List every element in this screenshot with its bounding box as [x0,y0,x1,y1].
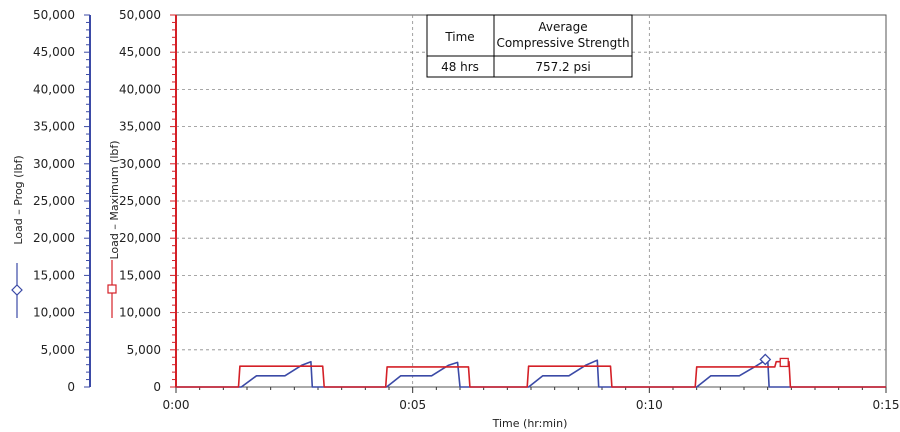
info-table-cell-strength: 757.2 psi [535,60,590,74]
prog-y-tick-label: 20,000 [33,231,75,245]
prog-y-axis: 0 5,000 10,000 15,000 20,000 25,000 30,000 35,0… [33,8,91,394]
info-table-header-time: Time [444,30,474,44]
max-y-tick-label: 35,000 [119,120,161,134]
series-line-max-load [176,360,886,388]
legend-prog-load: Load – Prog (lbf) [11,155,25,318]
prog-y-tick-label: 40,000 [33,82,75,96]
prog-y-tick-label: 10,000 [33,306,75,320]
x-axis-title: Time (hr:min) [492,417,568,430]
max-y-axis: 0 5,000 10,000 15,000 20,000 25,000 30,000 35,0… [119,8,177,394]
max-y-tick-label: 20,000 [119,231,161,245]
max-y-tick-label: 25,000 [119,194,161,208]
x-tick-label: 0:00 [163,398,190,412]
x-tick-label: 0:10 [636,398,663,412]
prog-axis-title: Load – Prog (lbf) [12,155,25,244]
info-table-header-average: Average [538,20,587,34]
series-layer [176,353,886,388]
x-tick-label: 0:15 [873,398,900,412]
info-table: Time Average Compressive Strength 48 hrs… [426,14,633,78]
max-y-tick-label: 30,000 [119,157,161,171]
series-marker-square [779,357,789,368]
x-axis: 0:00 0:05 0:10 0:15 [163,387,900,412]
prog-y-tick-label: 35,000 [33,120,75,134]
prog-y-tick-label: 50,000 [33,8,75,22]
max-y-tick-label: 10,000 [119,306,161,320]
legend-max-square-icon [107,284,117,294]
prog-y-tick-label: 25,000 [33,194,75,208]
series-marker-diamond [759,353,772,366]
max-axis-title: Load – Maximum (lbf) [108,140,121,259]
x-tick-label: 0:05 [399,398,426,412]
max-y-tick-label: 45,000 [119,45,161,59]
max-y-tick-label: 5,000 [127,343,161,357]
info-table-cell-time: 48 hrs [441,60,479,74]
max-y-tick-label: 15,000 [119,268,161,282]
prog-y-tick-label: 0 [67,380,75,394]
prog-y-tick-label: 45,000 [33,45,75,59]
info-table-border [426,14,633,78]
max-y-tick-label: 40,000 [119,82,161,96]
legend-max-load: Load – Maximum (lbf) [107,140,121,318]
max-y-tick-label: 50,000 [119,8,161,22]
prog-y-tick-label: 30,000 [33,157,75,171]
prog-y-tick-label: 5,000 [41,343,75,357]
info-table-header-strength: Compressive Strength [496,36,629,50]
prog-y-tick-label: 15,000 [33,268,75,282]
max-y-tick-label: 0 [153,380,161,394]
